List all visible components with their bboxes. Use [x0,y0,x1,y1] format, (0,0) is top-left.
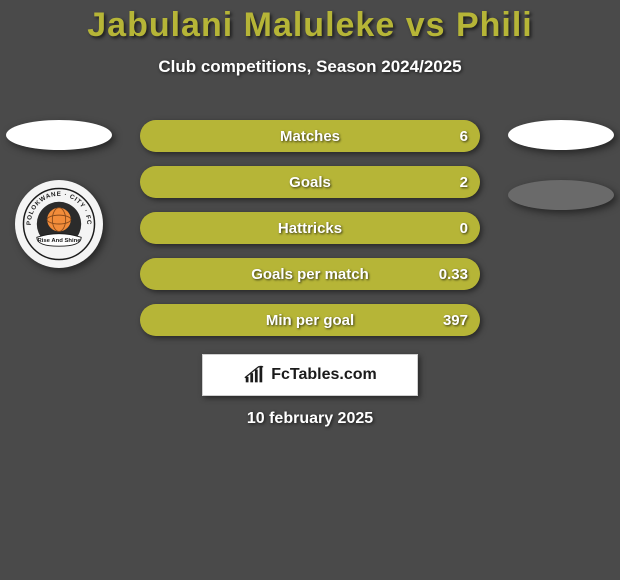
stat-label: Goals [289,174,331,191]
stats-container: Matches 6 Goals 2 Hattricks 0 Goals per match 0… [140,120,480,336]
stat-value-right: 6 [460,128,468,145]
club-badge-icon: POLOKWANE · CITY · FC Rise And Shine [22,187,96,261]
brand-box: FcTables.com [202,354,418,396]
stat-label: Min per goal [266,312,354,329]
left-flag-ellipse [6,120,112,150]
stat-label: Matches [280,128,340,145]
right-player-column [506,120,616,210]
stat-label: Goals per match [251,266,369,283]
stat-row: Goals 2 [140,166,480,198]
svg-text:Rise And Shine: Rise And Shine [37,238,81,244]
brand-text: FcTables.com [271,366,377,384]
stat-row: Goals per match 0.33 [140,258,480,290]
stat-row: Hattricks 0 [140,212,480,244]
brand-bar-chart-icon [243,364,265,386]
stat-value-right: 0 [460,220,468,237]
right-club-ellipse [508,180,614,210]
date-caption: 10 february 2025 [247,410,373,428]
stat-value-right: 2 [460,174,468,191]
page-title: Jabulani Maluleke vs Phili [0,0,620,45]
right-flag-ellipse [508,120,614,150]
stat-row: Min per goal 397 [140,304,480,336]
left-player-column: POLOKWANE · CITY · FC Rise And Shine [4,120,114,268]
stat-label: Hattricks [278,220,342,237]
left-club-badge: POLOKWANE · CITY · FC Rise And Shine [15,180,103,268]
stat-value-right: 0.33 [439,266,468,283]
stat-row: Matches 6 [140,120,480,152]
subtitle: Club competitions, Season 2024/2025 [0,57,620,77]
stat-value-right: 397 [443,312,468,329]
